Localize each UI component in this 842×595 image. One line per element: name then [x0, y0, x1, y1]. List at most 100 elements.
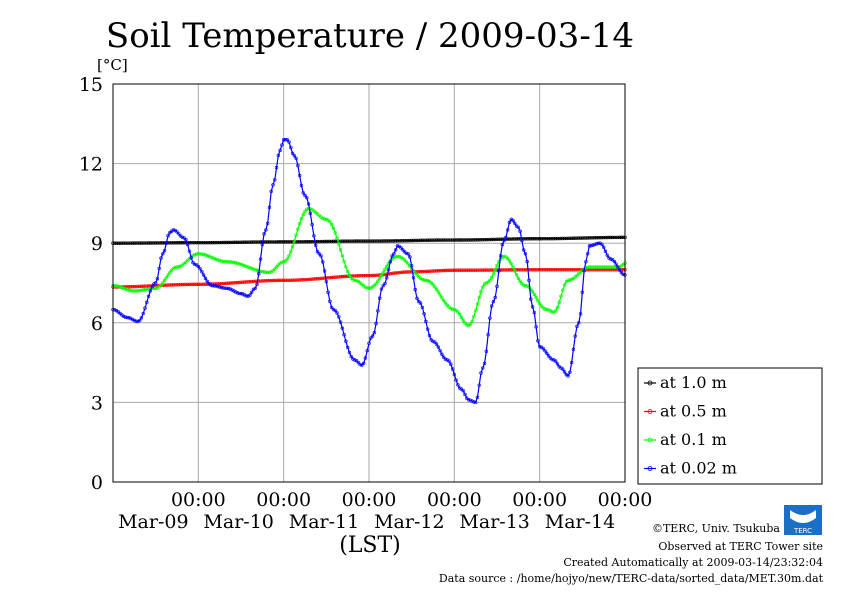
data-point	[322, 217, 327, 221]
data-point	[392, 252, 396, 256]
data-point	[340, 274, 345, 279]
data-point	[537, 344, 542, 349]
data-point	[226, 286, 231, 291]
data-point	[456, 383, 460, 387]
data-point	[521, 283, 526, 287]
data-point	[178, 282, 183, 287]
data-point	[136, 241, 140, 245]
data-point	[447, 359, 451, 363]
data-point	[445, 303, 449, 307]
data-point	[189, 256, 193, 260]
series-line	[113, 269, 625, 288]
data-point	[530, 305, 535, 309]
data-point	[449, 362, 453, 366]
data-point	[137, 318, 142, 323]
data-point	[424, 278, 428, 283]
data-point	[486, 268, 490, 272]
data-point	[527, 237, 531, 241]
data-point	[536, 298, 540, 303]
data-point	[271, 269, 275, 273]
data-point	[251, 240, 256, 244]
data-point	[420, 269, 425, 274]
data-point	[509, 268, 513, 272]
data-point	[317, 276, 321, 281]
data-point	[335, 236, 339, 240]
data-point	[443, 238, 448, 242]
data-point	[175, 265, 179, 269]
data-point	[162, 249, 167, 253]
data-point	[253, 240, 257, 244]
data-point	[601, 235, 606, 240]
data-point	[161, 252, 165, 256]
data-point	[273, 278, 277, 283]
data-point	[388, 239, 393, 243]
data-point	[431, 238, 435, 242]
data-point	[319, 254, 323, 258]
data-point	[413, 238, 417, 243]
data-point	[141, 241, 145, 245]
data-point	[310, 222, 314, 227]
data-point	[308, 277, 313, 281]
data-point	[415, 273, 419, 277]
data-point	[571, 236, 576, 240]
data-point	[440, 238, 444, 242]
data-point	[461, 318, 465, 323]
data-point	[262, 270, 266, 274]
data-point	[575, 324, 579, 329]
data-point	[292, 278, 297, 282]
data-point	[600, 235, 604, 240]
data-point	[553, 359, 558, 363]
data-point	[175, 241, 179, 245]
data-point	[461, 388, 465, 393]
data-point	[489, 237, 494, 242]
data-point	[594, 242, 599, 246]
data-point	[411, 238, 416, 243]
data-point	[363, 273, 368, 278]
data-point	[369, 336, 373, 340]
data-point	[169, 283, 174, 287]
data-point	[264, 228, 268, 232]
data-point	[305, 240, 309, 244]
data-point	[518, 268, 522, 272]
data-point	[477, 383, 481, 387]
data-point	[353, 358, 357, 362]
data-point	[527, 278, 531, 283]
data-point	[219, 285, 224, 290]
data-point	[118, 285, 122, 289]
data-point	[217, 240, 222, 245]
data-point	[232, 260, 236, 265]
data-point	[157, 285, 161, 289]
data-point	[198, 267, 202, 271]
data-point	[591, 265, 595, 269]
data-point	[415, 238, 419, 243]
data-point	[513, 221, 517, 226]
data-point	[278, 278, 282, 283]
series-at-0-5-m	[111, 268, 627, 289]
data-point	[289, 240, 293, 244]
data-point	[287, 254, 291, 258]
data-point	[593, 265, 597, 269]
data-point	[450, 238, 455, 242]
data-point	[262, 279, 266, 283]
data-point	[404, 238, 409, 243]
data-point	[235, 261, 240, 266]
data-point	[225, 286, 229, 291]
data-point	[605, 253, 609, 257]
data-point	[235, 291, 240, 295]
data-point	[552, 236, 556, 241]
data-point	[161, 281, 165, 285]
data-point	[539, 268, 544, 272]
data-point	[328, 299, 332, 304]
data-point	[589, 265, 593, 269]
data-point	[280, 143, 284, 147]
data-point	[493, 268, 497, 272]
x-tick-time-label: 00:00	[427, 489, 482, 511]
data-point	[129, 285, 133, 289]
data-point	[440, 352, 444, 356]
data-point	[178, 264, 183, 268]
y-tick-label: 15	[79, 74, 103, 96]
data-point	[228, 281, 233, 285]
data-point	[344, 339, 348, 343]
data-point	[404, 260, 409, 264]
data-point	[484, 268, 489, 272]
